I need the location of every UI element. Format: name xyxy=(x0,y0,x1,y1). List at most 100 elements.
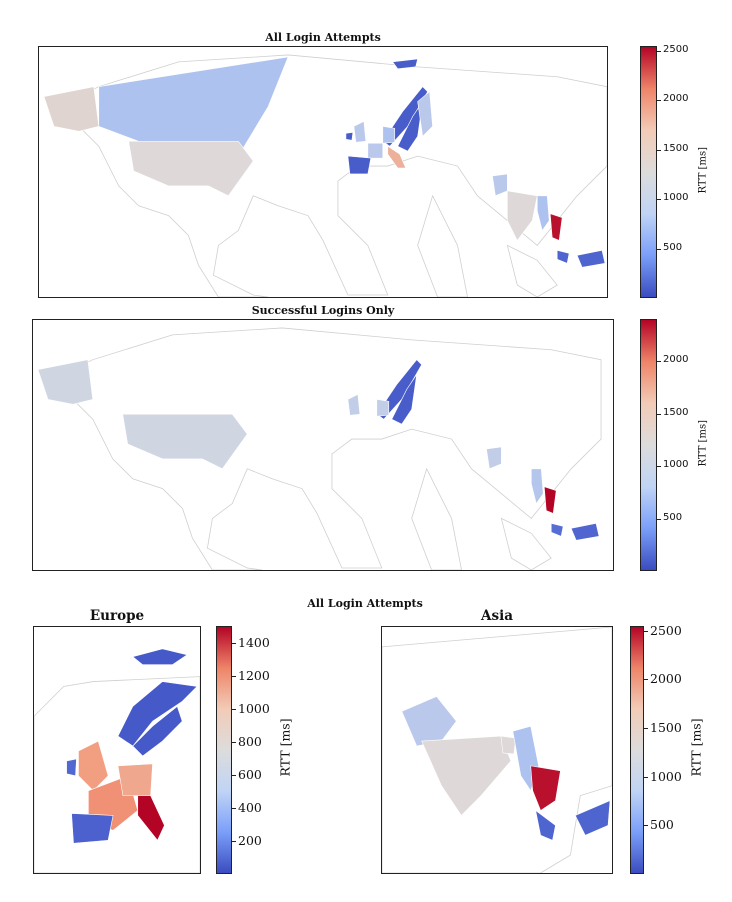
regional-maps-title: All Login Attempts xyxy=(307,597,423,610)
region-ireland xyxy=(345,131,354,141)
region-india xyxy=(421,735,512,816)
colorbar-tickmark xyxy=(657,413,661,415)
world-map-successful xyxy=(32,319,614,571)
colorbar-europe xyxy=(216,626,232,874)
map4-title: Asia xyxy=(481,608,513,624)
region-indonesia xyxy=(576,250,606,268)
colorbar-tickmark xyxy=(644,630,648,632)
land-outline-0 xyxy=(58,54,607,297)
map2-title: Successful Logins Only xyxy=(251,304,395,317)
colorbar-tickmark xyxy=(657,466,661,467)
land-outline-europe xyxy=(34,676,200,873)
colorbar-tick-label: 600 xyxy=(238,766,262,782)
colorbar-tick-label: 800 xyxy=(238,733,262,749)
colorbar-tick-label: 1500 xyxy=(663,406,689,418)
colorbar-tick-label: 2000 xyxy=(663,354,689,365)
region-thailand xyxy=(543,486,557,514)
colorbar-tickmark xyxy=(657,518,661,520)
colorbar-tickmark xyxy=(657,361,661,362)
colorbar-tickmark xyxy=(232,642,236,644)
colorbar-tickmark xyxy=(644,679,648,681)
colorbar-tickmark xyxy=(644,728,648,730)
region-pakistan xyxy=(492,173,508,197)
land-outline-2 xyxy=(506,244,558,297)
europe-map xyxy=(33,626,201,874)
land-outline-asia xyxy=(382,627,612,873)
land-outline-2 xyxy=(500,517,552,570)
colorbar-tickmark xyxy=(232,675,236,677)
colorbar-label-europe: RTT [ms] xyxy=(277,718,293,777)
colorbar-asia xyxy=(630,626,644,874)
colorbar-tick-label: 1200 xyxy=(238,667,270,683)
colorbar-tick-label: 500 xyxy=(663,511,683,523)
region-germany xyxy=(376,399,390,417)
colorbar-tickmark xyxy=(657,149,661,151)
region-malaysia xyxy=(556,249,570,264)
region-united-kingdom xyxy=(347,393,361,416)
region-bangladesh xyxy=(500,735,517,755)
colorbar-tickmark xyxy=(232,708,236,710)
region-germany xyxy=(117,763,153,796)
colorbar-tick-label: 2500 xyxy=(663,43,689,55)
colorbar-tick-label: 500 xyxy=(650,817,674,833)
colorbar-tick-label: 1000 xyxy=(663,459,689,470)
region-pakistan xyxy=(486,446,502,470)
region-myanmar xyxy=(536,195,550,232)
region-svalbard xyxy=(132,648,188,665)
land-outline-1 xyxy=(417,194,468,297)
colorbar-successful xyxy=(640,319,657,571)
colorbar-tick-label: 1000 xyxy=(663,192,689,204)
region-united-kingdom xyxy=(353,120,367,143)
colorbar-label-all-attempts: RTT [ms] xyxy=(697,147,709,194)
region-malaysia xyxy=(550,522,564,537)
colorbar-tickmark xyxy=(657,50,661,52)
region-myanmar xyxy=(530,468,544,505)
region-alaska xyxy=(37,359,94,405)
colorbar-tickmark xyxy=(644,776,648,778)
region-svalbard xyxy=(392,58,419,70)
colorbar-tick-label: 1500 xyxy=(663,142,689,154)
land-outline-1 xyxy=(411,467,462,570)
map3-title: Europe xyxy=(89,608,145,624)
region-sweden xyxy=(391,374,417,425)
region-finland xyxy=(417,91,433,137)
region-spain xyxy=(71,813,114,844)
colorbar-tick-label: 2000 xyxy=(650,671,682,687)
region-pakistan xyxy=(401,696,457,747)
region-alaska xyxy=(43,86,100,132)
colorbar-tickmark xyxy=(657,248,661,250)
colorbar-tickmark xyxy=(232,840,236,842)
region-sweden xyxy=(132,705,183,757)
colorbar-tickmark xyxy=(657,199,661,201)
region-thailand xyxy=(549,213,563,241)
colorbar-tickmark xyxy=(657,100,661,102)
region-thailand xyxy=(530,765,561,811)
region-italy xyxy=(387,145,407,169)
colorbar-tick-label: 400 xyxy=(238,799,262,815)
colorbar-tick-label: 1000 xyxy=(650,768,682,784)
region-germany xyxy=(382,126,396,144)
region-united-states xyxy=(128,140,254,197)
colorbar-tickmark xyxy=(644,825,648,827)
colorbar-label-successful: RTT [ms] xyxy=(697,420,709,467)
colorbar-tick-label: 200 xyxy=(238,832,262,848)
land-outline-0 xyxy=(52,327,602,570)
colorbar-tickmark xyxy=(232,807,236,809)
region-united-kingdom xyxy=(78,740,109,792)
colorbar-tick-label: 1500 xyxy=(650,720,682,736)
map1-title: All Login Attempts xyxy=(265,31,381,44)
colorbar-all-attempts xyxy=(640,46,657,298)
region-norway xyxy=(117,681,198,747)
colorbar-tick-label: 1400 xyxy=(238,634,270,650)
colorbar-tick-label: 2000 xyxy=(663,93,689,105)
world-map-all-attempts xyxy=(38,46,608,298)
region-india xyxy=(507,190,538,242)
colorbar-label-asia: RTT [ms] xyxy=(688,718,704,777)
colorbar-tickmark xyxy=(232,741,236,743)
region-united-states xyxy=(122,413,248,470)
asia-map xyxy=(381,626,613,874)
colorbar-tickmark xyxy=(232,774,236,776)
region-malaysia xyxy=(535,809,556,841)
region-spain xyxy=(347,155,372,175)
region-italy xyxy=(137,795,165,841)
